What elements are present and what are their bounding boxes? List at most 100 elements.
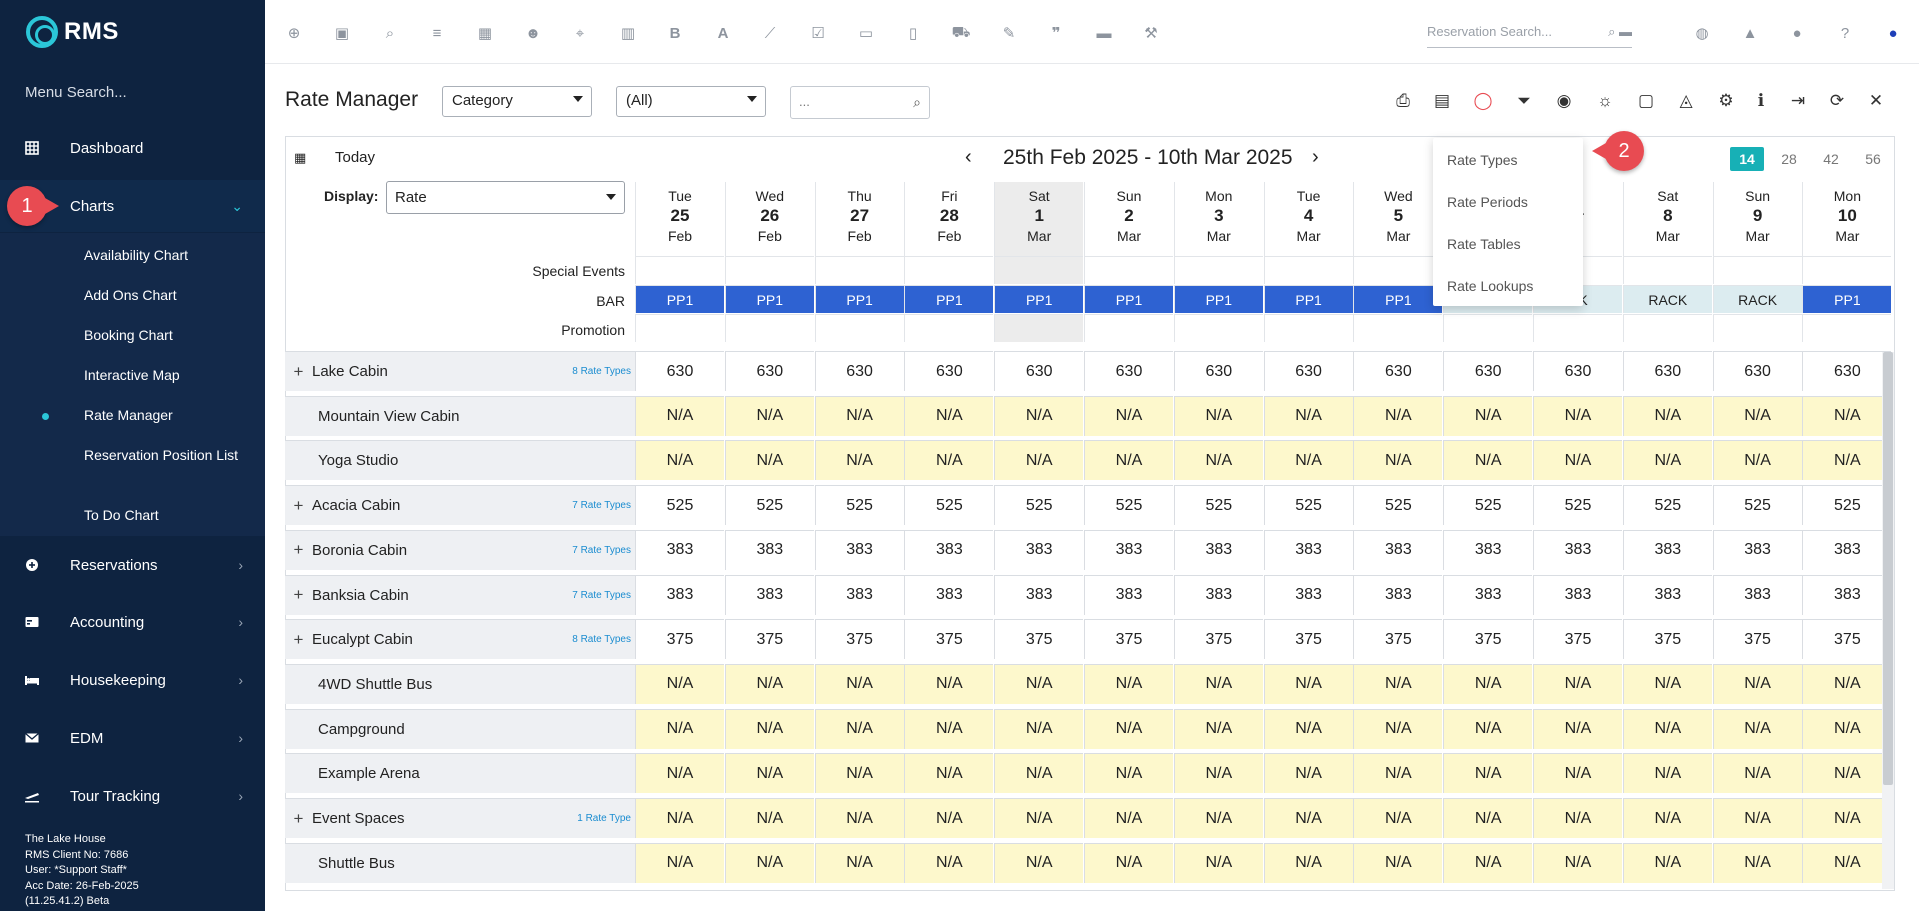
rate-cell[interactable]: 630 <box>1263 351 1353 391</box>
rate-cell[interactable]: 383 <box>1443 574 1533 615</box>
rate-cell[interactable]: N/A <box>994 440 1084 481</box>
reservation-search-input[interactable]: Reservation Search... ⌕ ▬ <box>1427 20 1632 48</box>
day-header[interactable]: Wed 5 Mar <box>1353 182 1442 256</box>
bar-cell[interactable]: PP1 <box>1173 285 1263 313</box>
rate-cell[interactable]: N/A <box>635 440 724 481</box>
map-icon[interactable]: ▥ <box>620 25 636 42</box>
bell-icon[interactable]: ▲ <box>1742 24 1758 42</box>
rate-cell[interactable]: N/A <box>814 753 904 794</box>
gear-icon[interactable]: ⚙ <box>1718 91 1734 110</box>
rate-cell[interactable]: N/A <box>1173 395 1263 436</box>
promotion-cell[interactable] <box>904 314 994 342</box>
rate-cell[interactable]: 383 <box>1353 529 1443 570</box>
users-icon[interactable]: ☻ <box>525 24 541 42</box>
expand-plus-icon[interactable]: + <box>293 585 304 604</box>
chevron-right-icon[interactable]: › <box>1312 146 1319 168</box>
rate-cell[interactable]: N/A <box>1443 395 1533 436</box>
rate-cell[interactable]: N/A <box>635 753 724 794</box>
rate-cell[interactable]: N/A <box>1712 440 1802 481</box>
rate-cell[interactable]: 383 <box>904 529 994 570</box>
rate-cell[interactable]: 525 <box>814 485 904 526</box>
rate-cell[interactable]: 383 <box>1533 574 1622 615</box>
rate-cell[interactable]: 525 <box>1712 485 1802 526</box>
rate-cell[interactable]: 383 <box>814 529 904 570</box>
rate-cell[interactable]: 525 <box>635 485 724 526</box>
rate-cell[interactable]: 375 <box>904 619 994 660</box>
rate-cell[interactable]: 383 <box>1173 529 1263 570</box>
calendar-icon[interactable]: ▦ <box>294 150 307 165</box>
rate-cell[interactable]: N/A <box>994 708 1084 749</box>
room-label[interactable]: Yoga Studio <box>285 440 635 481</box>
room-label[interactable]: + Lake Cabin 8 Rate Types <box>285 351 635 391</box>
calendar-icon[interactable]: ▣ <box>334 25 350 42</box>
bar-cell[interactable]: PP1 <box>1263 285 1353 313</box>
sliders-icon[interactable]: ≡ <box>432 24 442 42</box>
rate-cell[interactable]: N/A <box>635 663 724 704</box>
rate-cell[interactable]: N/A <box>814 708 904 749</box>
rate-cell[interactable]: 375 <box>814 619 904 660</box>
bar-cell[interactable]: PP1 <box>1084 285 1173 313</box>
rate-cell[interactable]: 525 <box>724 485 814 526</box>
rate-cell[interactable]: 375 <box>994 619 1084 660</box>
rate-cell[interactable]: N/A <box>724 708 814 749</box>
bar-cell[interactable]: RACK <box>1712 285 1802 313</box>
line-chart-icon[interactable]: ⟋ <box>764 24 776 42</box>
rate-cell[interactable]: N/A <box>1712 798 1802 838</box>
bar-cell[interactable]: RACK <box>1622 285 1712 313</box>
rate-cell[interactable]: N/A <box>1353 663 1443 704</box>
rate-cell[interactable]: 375 <box>1533 619 1622 660</box>
bar-cell[interactable]: PP1 <box>904 285 994 313</box>
rate-cell[interactable]: N/A <box>1173 753 1263 794</box>
rate-cell[interactable]: 525 <box>1263 485 1353 526</box>
bar-cell[interactable]: PP1 <box>1802 285 1892 313</box>
dropdown-item-rate-lookups[interactable]: Rate Lookups <box>1447 278 1534 294</box>
promotion-cell[interactable] <box>1084 314 1173 342</box>
rate-types-count[interactable]: 8 Rate Types <box>572 634 631 646</box>
clipboard-icon[interactable]: ▢ <box>1637 91 1655 110</box>
rate-cell[interactable]: N/A <box>1533 663 1622 704</box>
span-14-button[interactable]: 14 <box>1730 147 1764 171</box>
rate-cell[interactable]: 630 <box>1802 351 1892 391</box>
search-icon[interactable]: ⌕ <box>385 24 395 42</box>
rate-cell[interactable]: N/A <box>1533 753 1622 794</box>
rate-cell[interactable]: 375 <box>635 619 724 660</box>
sidebar-subitem-rate-manager[interactable]: Rate Manager <box>84 407 173 423</box>
globe-icon[interactable]: ◍ <box>1695 25 1709 42</box>
rate-types-count[interactable]: 1 Rate Type <box>577 813 631 824</box>
sidebar-subitem-to-do-chart[interactable]: To Do Chart <box>84 507 159 523</box>
info-icon[interactable]: ℹ <box>1757 91 1765 110</box>
rate-cell[interactable]: 630 <box>1173 351 1263 391</box>
rate-cell[interactable]: N/A <box>1084 395 1173 436</box>
rate-cell[interactable]: 375 <box>1622 619 1712 660</box>
rate-cell[interactable]: N/A <box>1084 663 1173 704</box>
rate-cell[interactable]: N/A <box>724 798 814 838</box>
rate-cell[interactable]: N/A <box>1622 798 1712 838</box>
special-events-cell[interactable] <box>635 256 724 284</box>
room-label[interactable]: + Boronia Cabin 7 Rate Types <box>285 529 635 570</box>
rate-cell[interactable]: 383 <box>724 574 814 615</box>
promotion-cell[interactable] <box>1712 314 1802 342</box>
promotion-cell[interactable] <box>1802 314 1892 342</box>
hammer-icon[interactable]: ⚒ <box>1144 25 1158 42</box>
menu-search-input[interactable]: Menu Search... <box>25 84 127 101</box>
rate-cell[interactable]: N/A <box>1353 798 1443 838</box>
rate-cell[interactable]: 383 <box>724 529 814 570</box>
rate-cell[interactable]: 383 <box>1802 574 1892 615</box>
expand-plus-icon[interactable]: + <box>293 808 304 828</box>
rate-cell[interactable]: 383 <box>1802 529 1892 570</box>
rate-cell[interactable]: N/A <box>1533 842 1622 883</box>
rate-settings-icon[interactable]: ◉ <box>1556 91 1572 110</box>
span-28-button[interactable]: 28 <box>1781 151 1797 167</box>
rate-cell[interactable]: 383 <box>1533 529 1622 570</box>
rate-cell[interactable]: N/A <box>1443 753 1533 794</box>
rate-cell[interactable]: N/A <box>724 842 814 883</box>
rate-cell[interactable]: 525 <box>1443 485 1533 526</box>
add-circle-icon[interactable]: ⊕ <box>287 25 301 42</box>
display-select[interactable]: Rate <box>386 181 625 214</box>
rate-cell[interactable]: N/A <box>1173 663 1263 704</box>
promotion-cell[interactable] <box>724 314 814 342</box>
rate-cell[interactable]: 383 <box>1084 529 1173 570</box>
rate-cell[interactable]: 630 <box>1084 351 1173 391</box>
promotion-cell[interactable] <box>635 314 724 342</box>
ticket-icon[interactable]: ✎ <box>1002 25 1016 42</box>
